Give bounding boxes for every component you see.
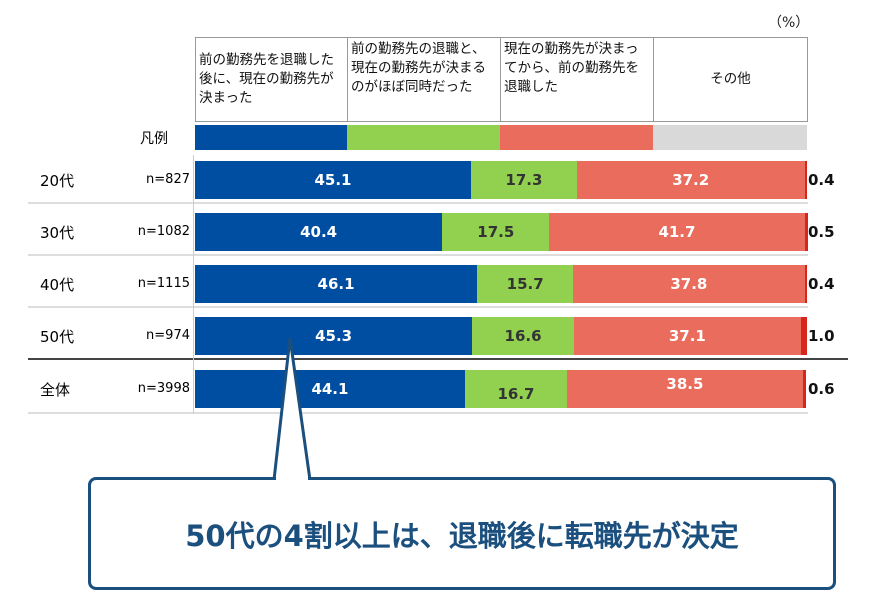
bar-segment <box>804 161 807 199</box>
data-label: 15.7 <box>506 275 544 293</box>
data-label: 44.1 <box>311 380 349 398</box>
bar-segment: 17.3 <box>471 161 577 199</box>
data-label: 38.5 <box>666 375 704 393</box>
bar-segment: 16.7 <box>464 370 568 408</box>
bar-segment: 37.8 <box>573 265 805 303</box>
legend-swatch-3 <box>500 125 653 150</box>
bar-segment <box>800 317 807 355</box>
data-label: 45.1 <box>314 171 352 189</box>
callout-text: 50代の4割以上は、退職後に転職先が決定 <box>185 518 739 553</box>
data-label-other: 0.4 <box>808 171 835 189</box>
bar-segment: 15.7 <box>477 265 574 303</box>
bar-segment: 17.5 <box>442 213 550 251</box>
data-label-other: 0.4 <box>808 275 835 293</box>
category-label: 50代 <box>40 328 75 346</box>
n-label: n=3998 <box>137 381 190 396</box>
bar-segment: 37.2 <box>576 161 805 199</box>
bar-segment: 46.1 <box>195 265 478 303</box>
row-separator <box>28 306 808 308</box>
n-label: n=1115 <box>137 276 190 291</box>
legend-swatch-2 <box>347 125 500 150</box>
bar-segment <box>804 265 807 303</box>
legend-header-4: その他 <box>653 37 808 122</box>
unit-label: （%） <box>768 15 810 31</box>
row-separator <box>28 202 808 204</box>
row-separator <box>28 254 808 256</box>
data-label: 45.3 <box>315 327 353 345</box>
category-label: 40代 <box>40 276 75 294</box>
data-label: 16.6 <box>504 327 542 345</box>
row-separator <box>28 358 848 360</box>
category-label: 30代 <box>40 224 75 242</box>
category-label: 全体 <box>40 381 71 399</box>
data-label: 16.7 <box>497 385 535 403</box>
n-label: n=1082 <box>137 224 190 239</box>
data-label: 46.1 <box>317 275 355 293</box>
legend-header-3: 現在の勤務先が決まってから、前の勤務先を退職した <box>500 37 654 122</box>
data-label-other: 1.0 <box>808 327 835 345</box>
legend-header-2: 前の勤務先の退職と、現在の勤務先が決まるのがほぼ同時だった <box>347 37 501 122</box>
bar-segment: 41.7 <box>549 213 805 251</box>
legend-label: 凡例 <box>140 131 168 147</box>
bar-segment <box>804 213 808 251</box>
data-label: 37.2 <box>672 171 710 189</box>
bar-segment: 37.1 <box>573 317 801 355</box>
bar-segment <box>802 370 807 408</box>
data-label: 41.7 <box>658 223 696 241</box>
n-label: n=827 <box>146 172 190 187</box>
bar-segment: 45.1 <box>195 161 471 199</box>
data-label-other: 0.6 <box>808 380 835 398</box>
bar-segment: 45.3 <box>195 317 473 355</box>
callout-box: 50代の4割以上は、退職後に転職先が決定 <box>88 477 836 590</box>
category-label: 20代 <box>40 172 75 190</box>
data-label: 37.1 <box>668 327 706 345</box>
bar-segment: 40.4 <box>195 213 443 251</box>
row-separator <box>28 412 808 414</box>
n-label: n=974 <box>146 328 190 343</box>
data-label: 40.4 <box>300 223 338 241</box>
data-label-other: 0.5 <box>808 223 835 241</box>
data-label: 37.8 <box>670 275 708 293</box>
bar-segment: 38.5 <box>567 370 803 408</box>
legend-swatch-4 <box>653 125 807 150</box>
bar-segment: 44.1 <box>195 370 465 408</box>
data-label: 17.3 <box>505 171 543 189</box>
axis-line <box>193 155 194 413</box>
bar-segment: 16.6 <box>472 317 574 355</box>
legend-swatch-1 <box>195 125 347 150</box>
data-label: 17.5 <box>477 223 515 241</box>
